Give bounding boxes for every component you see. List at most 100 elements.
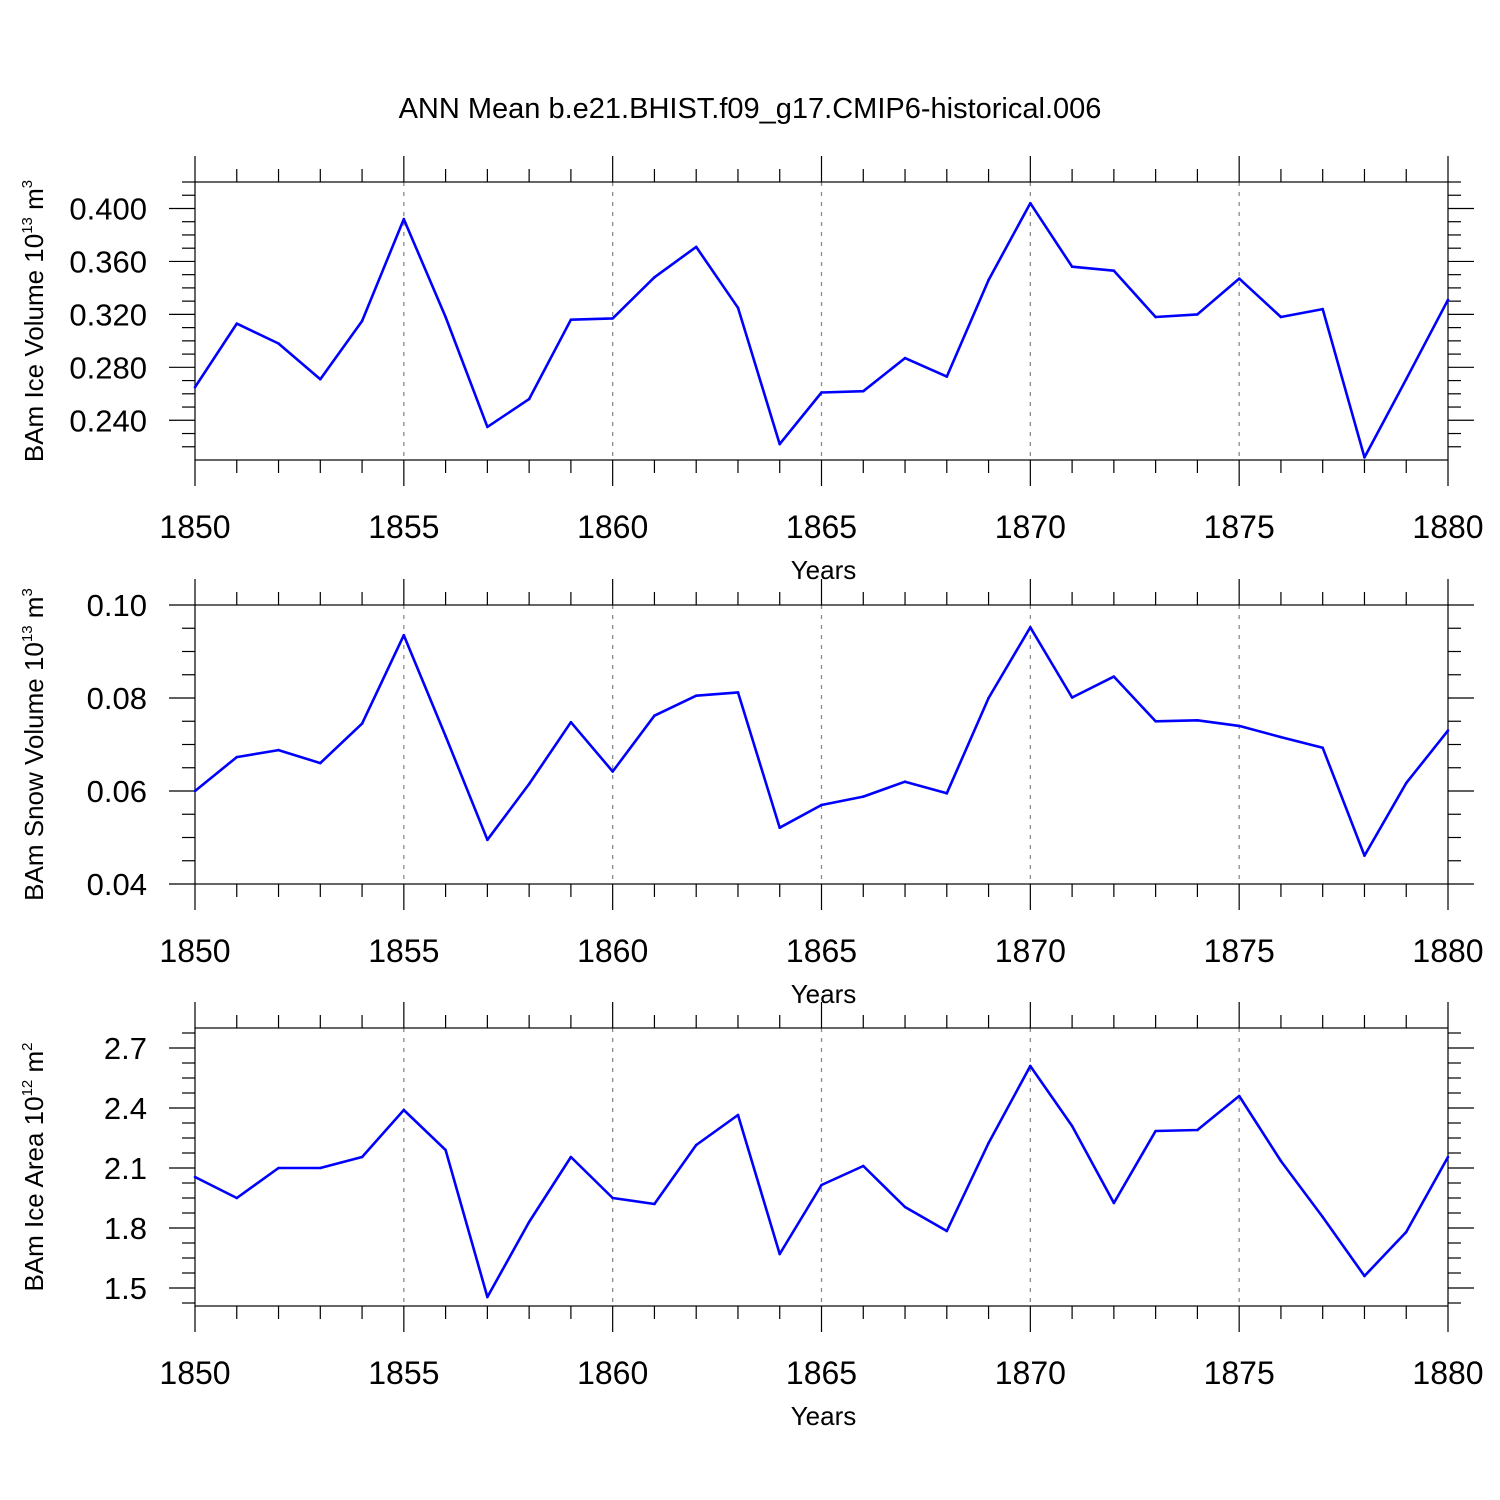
data-point-1871 bbox=[1070, 265, 1074, 269]
data-point-1870 bbox=[1029, 201, 1032, 205]
data-point-1860 bbox=[611, 317, 614, 320]
data-point-1858 bbox=[527, 782, 531, 786]
data-point-1868 bbox=[945, 375, 949, 378]
data-point-1860 bbox=[611, 1196, 614, 1200]
x-axis-label: Years bbox=[791, 555, 857, 585]
data-point-1856 bbox=[444, 315, 447, 319]
x-tick-label: 1860 bbox=[577, 509, 648, 545]
x-tick-label: 1880 bbox=[1412, 933, 1483, 969]
x-tick-label: 1860 bbox=[577, 933, 648, 969]
data-point-1859 bbox=[569, 720, 573, 724]
x-tick-label: 1870 bbox=[995, 509, 1066, 545]
data-point-1877 bbox=[1321, 1215, 1324, 1219]
y-tick-label: 0.06 bbox=[87, 774, 147, 809]
y-tick-label: 2.7 bbox=[104, 1031, 147, 1066]
data-point-1877 bbox=[1321, 746, 1324, 750]
data-point-1872 bbox=[1112, 269, 1116, 272]
x-axis-label: Years bbox=[791, 1401, 857, 1431]
data-point-1868 bbox=[945, 1229, 949, 1233]
data-point-1851 bbox=[235, 755, 239, 759]
data-point-1875 bbox=[1237, 1094, 1241, 1098]
data-point-1854 bbox=[360, 1155, 364, 1159]
data-point-1861 bbox=[653, 714, 656, 717]
data-point-1876 bbox=[1279, 735, 1283, 739]
data-point-1864 bbox=[778, 442, 782, 446]
y-tick-label: 1.8 bbox=[104, 1211, 147, 1246]
data-point-1861 bbox=[653, 276, 656, 279]
x-tick-label: 1850 bbox=[159, 933, 230, 969]
data-point-1857 bbox=[486, 1295, 489, 1299]
data-point-1867 bbox=[903, 356, 907, 360]
x-tick-label: 1860 bbox=[577, 1355, 648, 1391]
x-tick-label: 1850 bbox=[159, 1355, 230, 1391]
data-point-1857 bbox=[486, 838, 489, 842]
data-point-1872 bbox=[1112, 1201, 1116, 1205]
data-point-1851 bbox=[235, 1196, 239, 1200]
data-point-1851 bbox=[235, 322, 239, 325]
y-tick-label: 0.320 bbox=[69, 297, 147, 332]
data-point-1863 bbox=[736, 691, 740, 694]
data-point-1850 bbox=[193, 789, 197, 793]
x-tick-label: 1875 bbox=[1204, 933, 1275, 969]
x-axis-label: Years bbox=[791, 979, 857, 1009]
series-line bbox=[193, 201, 1450, 459]
data-point-1856 bbox=[444, 734, 447, 738]
x-tick-label: 1865 bbox=[786, 933, 857, 969]
data-point-1852 bbox=[277, 342, 280, 345]
data-point-1854 bbox=[360, 722, 364, 725]
data-point-1878 bbox=[1363, 854, 1366, 857]
data-point-1858 bbox=[527, 397, 531, 401]
data-point-1880 bbox=[1446, 298, 1450, 302]
data-point-1868 bbox=[945, 792, 949, 795]
x-tick-label: 1865 bbox=[786, 1355, 857, 1391]
y-tick-label: 1.5 bbox=[104, 1271, 147, 1306]
data-point-1878 bbox=[1363, 1274, 1366, 1278]
panel-1: 1850 1855 1860 1865 1870 1875 1880 0.240 0.280 0.… bbox=[19, 156, 1484, 585]
y-tick-label: 0.400 bbox=[69, 191, 147, 226]
y-tick-label: 0.04 bbox=[87, 867, 147, 902]
data-point-1858 bbox=[527, 1220, 531, 1224]
data-point-1863 bbox=[736, 1113, 740, 1117]
data-point-1867 bbox=[903, 1205, 907, 1209]
data-point-1865 bbox=[820, 1183, 823, 1187]
data-point-1866 bbox=[861, 795, 865, 798]
panel-2: 1850 1855 1860 1865 1870 1875 1880 0.04 0.06 0.08… bbox=[19, 579, 1484, 1009]
data-point-1861 bbox=[653, 1202, 656, 1206]
data-point-1878 bbox=[1363, 456, 1366, 459]
data-point-1853 bbox=[319, 377, 322, 381]
data-point-1855 bbox=[402, 1108, 406, 1112]
data-point-1873 bbox=[1154, 719, 1157, 723]
data-point-1877 bbox=[1321, 307, 1324, 311]
data-point-1854 bbox=[360, 319, 364, 323]
data-point-1879 bbox=[1404, 781, 1408, 785]
data-point-1862 bbox=[694, 694, 698, 697]
data-point-1875 bbox=[1237, 277, 1241, 280]
x-tick-label: 1855 bbox=[368, 1355, 439, 1391]
data-point-1859 bbox=[569, 318, 573, 321]
data-point-1865 bbox=[820, 391, 823, 394]
series-line bbox=[194, 625, 1450, 857]
data-point-1863 bbox=[736, 306, 740, 310]
data-point-1869 bbox=[987, 278, 990, 282]
data-point-1869 bbox=[987, 1141, 990, 1145]
x-tick-label: 1870 bbox=[995, 933, 1066, 969]
data-point-1871 bbox=[1070, 696, 1074, 699]
data-point-1852 bbox=[277, 1166, 280, 1170]
data-point-1865 bbox=[820, 803, 823, 807]
data-point-1874 bbox=[1196, 719, 1199, 722]
data-point-1880 bbox=[1446, 1155, 1450, 1159]
y-axis-label: BAm Ice Volume 1013 m3 bbox=[19, 180, 49, 462]
data-point-1872 bbox=[1112, 675, 1116, 678]
data-point-1853 bbox=[319, 761, 322, 765]
data-point-1855 bbox=[402, 217, 406, 221]
data-point-1867 bbox=[903, 780, 907, 783]
x-tick-label: 1880 bbox=[1412, 509, 1483, 545]
data-point-1856 bbox=[444, 1148, 447, 1152]
data-point-1853 bbox=[319, 1166, 322, 1170]
data-point-1870 bbox=[1029, 1064, 1032, 1068]
y-tick-label: 2.1 bbox=[104, 1151, 147, 1186]
data-point-1869 bbox=[987, 696, 990, 700]
x-tick-label: 1850 bbox=[159, 509, 230, 545]
data-point-1879 bbox=[1404, 377, 1408, 381]
data-point-1857 bbox=[486, 425, 489, 429]
